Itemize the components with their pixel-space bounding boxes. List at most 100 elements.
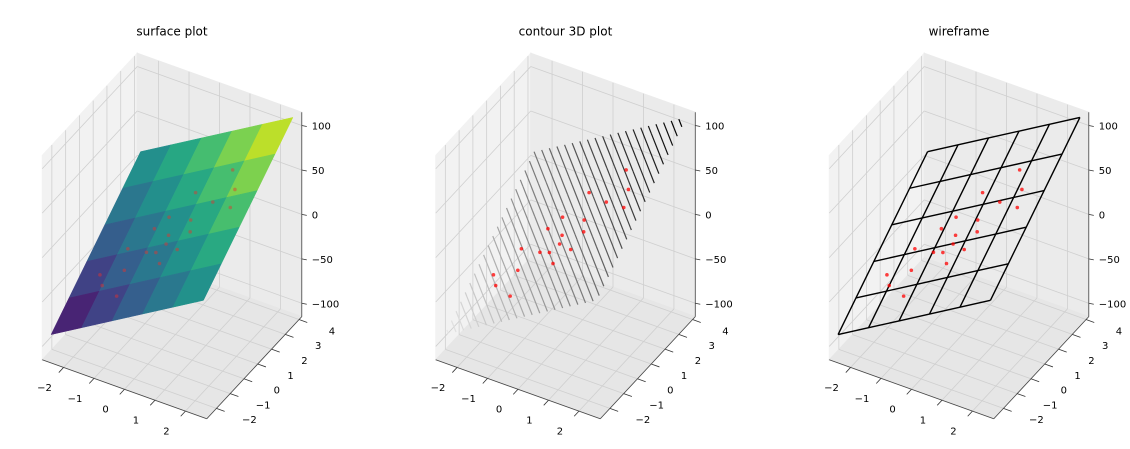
scatter-point <box>997 200 1002 204</box>
tick-mark <box>875 378 882 384</box>
contour-line <box>614 230 623 249</box>
scatter-point <box>1020 187 1024 192</box>
contour-line <box>591 171 599 188</box>
contour-line <box>450 320 457 333</box>
scatter-point <box>100 283 104 288</box>
grid-line <box>487 275 583 379</box>
contour-line <box>516 297 526 317</box>
tick-mark <box>149 399 156 406</box>
scatter-point <box>188 218 193 222</box>
contour-line <box>640 192 646 203</box>
scatter-point <box>954 215 958 219</box>
contour-line <box>576 175 589 205</box>
contour-line <box>530 184 538 202</box>
chart-title: contour 3D plot <box>519 25 613 39</box>
y-tick-label: 0 <box>274 386 280 397</box>
grid-line <box>435 66 532 170</box>
contour-line <box>485 304 495 324</box>
wire-line <box>927 116 1081 153</box>
x-tick-label: 2 <box>950 427 956 438</box>
wire-line <box>855 263 1009 299</box>
contour-line <box>609 217 616 232</box>
surface-cell <box>172 263 222 308</box>
y-tick-label: −1 <box>1043 400 1058 411</box>
x-tick-label: 0 <box>102 405 108 416</box>
scatter-point <box>885 273 889 277</box>
wire-line <box>898 137 990 322</box>
grid-line <box>838 349 1004 409</box>
contour-line <box>504 266 514 287</box>
tick-mark <box>692 319 701 323</box>
x-tick-label: −2 <box>824 383 839 394</box>
contour-line <box>670 120 678 137</box>
contour-line <box>581 274 594 302</box>
contour-line <box>539 250 552 279</box>
tick-mark <box>512 389 519 395</box>
tick-mark <box>243 378 253 383</box>
scatter-point <box>931 250 936 255</box>
z-tick-label: 100 <box>1099 122 1118 133</box>
contour-line <box>527 219 540 249</box>
contour-line <box>531 210 536 217</box>
grid-line <box>472 319 638 380</box>
scatter-point <box>157 261 162 266</box>
tick-mark <box>664 348 674 353</box>
scatter-point <box>516 268 520 273</box>
contour-line <box>632 129 643 153</box>
tick-mark <box>301 169 307 172</box>
contour-line <box>678 118 683 128</box>
y-tick-label: 3 <box>708 341 714 352</box>
tick-mark <box>1088 302 1094 305</box>
grid-line <box>828 155 925 258</box>
scatter-point <box>941 250 945 255</box>
grid-line <box>486 304 652 365</box>
tick-mark <box>1030 378 1040 383</box>
grid-line <box>911 286 1007 390</box>
contour-line <box>569 243 582 272</box>
contour-line <box>561 242 567 254</box>
z-tick-label: 50 <box>312 166 325 177</box>
contour-line <box>600 236 613 265</box>
contour-line <box>528 160 539 184</box>
contour-line <box>602 136 613 160</box>
contour-line <box>552 179 564 204</box>
y-tick-label: 2 <box>695 356 701 367</box>
wire-line <box>873 226 1027 263</box>
y-tick-label: 1 <box>681 371 687 382</box>
contour-line <box>586 139 591 148</box>
contour-line <box>553 244 562 263</box>
scatter-point <box>604 200 609 204</box>
contour-line <box>595 202 607 228</box>
contour-line <box>627 180 635 195</box>
contour-line <box>519 179 524 187</box>
y-tick-label: −2 <box>242 415 257 426</box>
contour-line <box>530 249 536 261</box>
wire-line <box>989 117 1081 301</box>
contour-line <box>568 302 571 307</box>
contour-line <box>515 188 528 219</box>
grid-line <box>435 110 532 214</box>
contour-line <box>496 289 509 317</box>
contour-line <box>614 208 624 230</box>
contour-line <box>663 122 674 146</box>
scatter-point <box>122 268 127 273</box>
scatter-point <box>233 187 237 192</box>
contour-line <box>588 269 600 296</box>
contour-line <box>584 237 593 256</box>
scatter-point <box>568 247 573 252</box>
grid-line <box>79 319 245 380</box>
tick-mark <box>695 302 701 305</box>
contour-line <box>655 124 669 155</box>
contour-line <box>455 310 465 331</box>
contour-line <box>536 200 544 216</box>
wire-line <box>928 130 1020 315</box>
chart-title: surface plot <box>136 25 207 39</box>
y-tick-label: 1 <box>287 371 293 382</box>
tick-mark <box>271 348 280 353</box>
contour-line <box>589 147 600 170</box>
scatter-point <box>560 233 564 238</box>
x-tick-label: 2 <box>557 427 563 438</box>
contour-line <box>521 287 533 316</box>
contour-line <box>541 149 552 174</box>
